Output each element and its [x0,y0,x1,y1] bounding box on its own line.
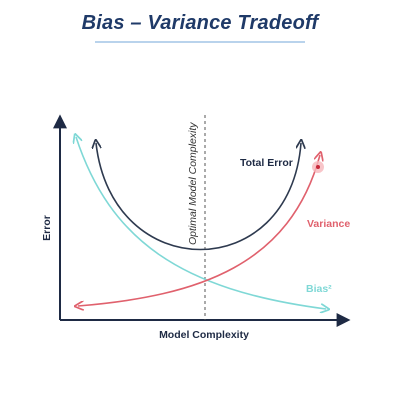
bias-label: Bias² [306,283,332,295]
total-error-curve [96,143,301,251]
y-axis-label: Error [41,215,53,241]
optimal-complexity-label: Optimal Model Complexity [187,122,199,245]
title-underline [95,41,305,43]
total-error-label: Total Error [240,157,293,169]
variance-label: Variance [307,218,350,230]
variance-curve [78,155,320,306]
x-axis-label: Model Complexity [159,329,249,341]
diagram-title: Bias – Variance Tradeoff [81,12,319,34]
cursor-dot-core-icon [316,165,320,169]
